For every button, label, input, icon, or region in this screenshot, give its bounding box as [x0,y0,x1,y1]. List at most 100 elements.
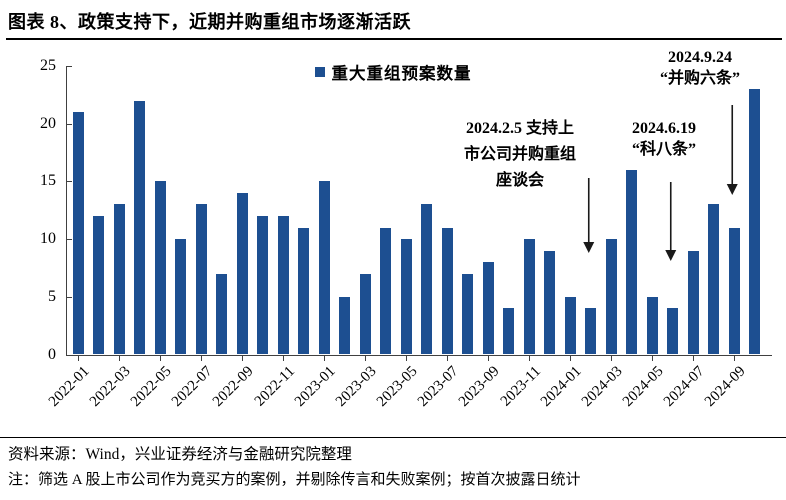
annotation-line: “科八条” [631,141,696,158]
x-axis-tick [406,355,408,361]
x-axis-tick-label-text: 2022-11 [251,362,298,410]
annotation-line: 市公司并购重组 [463,146,576,163]
x-axis-tick [447,355,449,361]
annotation-line: 座谈会 [495,172,544,189]
bar-2023-02 [339,296,351,355]
x-axis-tick-label-text: 2022-07 [169,362,216,410]
y-axis-tick [66,354,72,356]
bar-chart: 重大重组预案数量 0 5 10 15 20 25 2022-01 2022-03 2022-05… [0,42,786,436]
annotation-2024-02: 2024.2.5 支持上 市公司并购重组 座谈会 [410,116,630,194]
bar-2022-09 [236,192,248,355]
x-axis-tick [324,355,326,361]
x-axis-tick-label-text: 2024-05 [620,362,667,410]
x-axis-tick [734,355,736,361]
annotation-arrow-head [726,184,738,195]
bar-2022-05 [154,181,166,355]
x-axis-tick-label-text: 2023-05 [374,362,421,410]
legend-marker-icon [314,67,325,77]
annotation-line: 2024.9.24 [668,49,732,66]
y-axis-tick-label: 0 [48,345,56,363]
legend-label: 重大重组预案数量 [331,64,472,83]
bar-2023-07 [441,227,453,355]
x-axis-tick-label-text: 2023-09 [456,362,503,410]
bar-2022-02 [93,216,105,355]
bar-2024-09 [728,227,740,355]
annotation-line: “并购六条” [659,70,740,87]
annotation-arrow-head [583,242,595,253]
bar-2024-05 [646,296,658,355]
y-axis-tick-label: 15 [40,172,56,190]
bar-2022-04 [134,100,146,355]
x-axis-tick [529,355,531,361]
title-divider [6,38,782,40]
bar-2024-03 [605,239,617,355]
method-note: 注：筛选 A 股上市公司作为竞买方的案例，并剔除传言和失败案例；按首次披露日统计 [8,472,581,488]
y-axis-tick [66,66,72,67]
y-axis-tick-label: 5 [48,287,56,305]
x-axis-tick-label-text: 2022-03 [87,362,134,410]
annotation-line: 2024.6.19 [632,120,696,137]
x-axis-tick [119,355,121,361]
y-axis-tick [66,181,72,183]
bar-2023-04 [380,227,392,355]
bar-2024-10 [749,89,761,355]
y-axis-tick [66,123,72,125]
source-note: 资料来源：Wind，兴业证券经济与金融研究院整理 [8,446,352,463]
bar-2022-12 [298,227,310,355]
bar-2022-03 [113,204,125,355]
x-axis-tick [78,355,80,361]
bar-2022-11 [277,216,289,355]
bar-2024-06 [667,308,679,355]
x-axis-tick-label-text: 2023-07 [415,362,462,410]
x-axis-tick [652,355,654,361]
x-axis-tick-label-text: 2023-03 [333,362,380,410]
x-axis-tick [283,355,285,361]
bar-2024-01 [564,296,576,355]
x-axis-tick [488,355,490,361]
bar-2024-04 [626,169,638,355]
x-axis-tick [242,355,244,361]
x-axis-tick-label-text: 2022-05 [128,362,175,410]
y-axis-tick-label: 20 [40,114,56,132]
figure-title: 图表 8、政策支持下，近期并购重组市场逐渐活跃 [8,12,411,32]
x-axis-tick [365,355,367,361]
chart-legend: 重大重组预案数量 [0,60,786,84]
x-axis-tick [611,355,613,361]
bar-2023-05 [400,239,412,355]
bar-2022-10 [257,216,269,355]
annotation-2024-09: 2024.9.24 “并购六条” [590,47,786,89]
annotation-arrow-head [665,250,677,261]
bar-2023-11 [523,239,535,355]
x-axis-tick-label-text: 2022-09 [210,362,257,410]
bar-2022-01 [72,112,84,355]
x-axis-tick-label-text: 2024-09 [702,362,749,410]
y-axis-line [66,66,67,355]
y-axis-tick-label: 10 [40,230,56,248]
x-axis-tick [160,355,162,361]
bar-2022-08 [216,273,228,355]
bar-2022-07 [195,204,207,355]
x-axis-tick [570,355,572,361]
bar-2023-08 [462,273,474,355]
x-axis-tick-label-text: 2024-07 [661,362,708,410]
bar-2023-10 [503,308,515,355]
x-axis-tick [201,355,203,361]
x-axis-line [66,354,772,356]
bar-2024-02 [585,308,597,355]
bar-2022-06 [175,239,187,355]
x-axis-tick-label-text: 2023-11 [497,362,544,410]
bar-2024-08 [708,204,720,355]
bar-2023-12 [544,250,556,355]
bar-2023-09 [482,262,494,355]
annotation-line: 2024.2.5 支持上 [465,120,574,137]
x-axis-tick [693,355,695,361]
bar-2023-01 [318,181,330,355]
footer-divider [0,437,786,438]
x-axis-tick-label-text: 2022-01 [46,362,93,410]
bar-2023-06 [421,204,433,355]
y-axis-tick [66,296,72,298]
annotation-2024-06: 2024.6.19 “科八条” [554,118,774,160]
bar-2023-03 [359,273,371,355]
y-axis-tick-label: 25 [40,57,56,74]
x-axis-tick-label-text: 2024-03 [579,362,626,410]
